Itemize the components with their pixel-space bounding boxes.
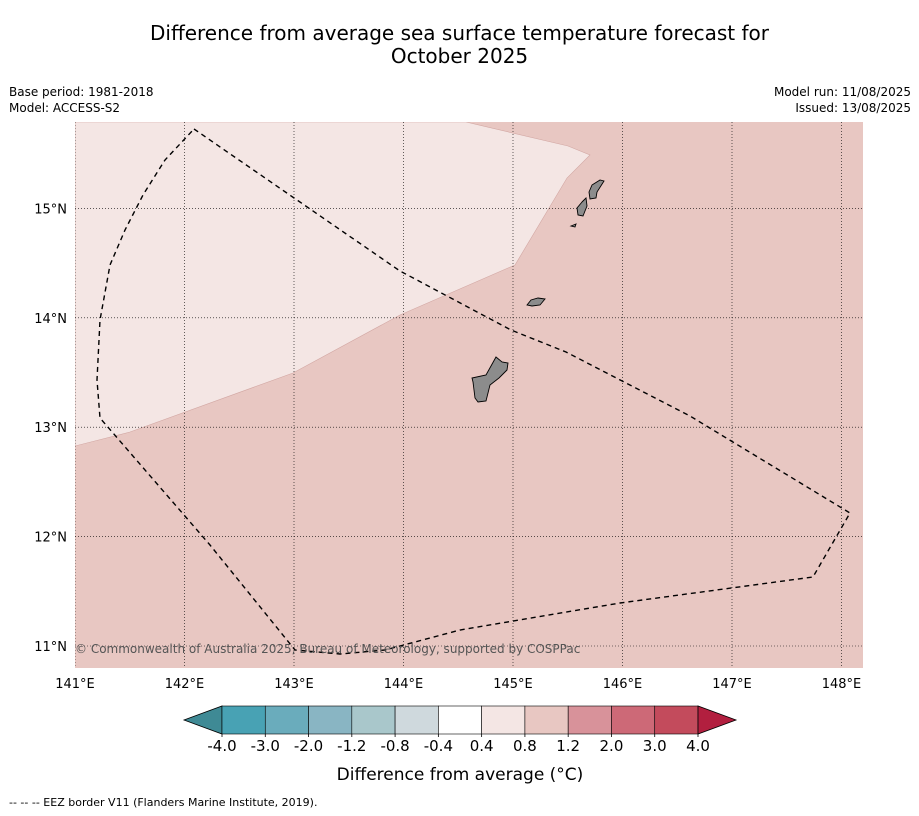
base-period: Base period: 1981-2018: [9, 85, 154, 99]
colorbar-box: [481, 705, 526, 735]
islands: [471, 179, 605, 403]
lon-tick-label: 141°E: [55, 677, 95, 692]
colorbar-tick-label: 1.2: [556, 737, 580, 755]
colorbar-tick-label: 0.4: [470, 737, 494, 755]
colorbar-box: [264, 705, 309, 735]
colorbar-tick-label: -4.0: [207, 737, 236, 755]
colorbar-label: Difference from average (°C): [337, 765, 584, 785]
title-line-2: October 2025: [390, 44, 529, 68]
lat-tick-label: 13°N: [34, 421, 67, 436]
island-saipan: [588, 179, 605, 200]
colorbar-tick-label: 3.0: [643, 737, 667, 755]
island-rota: [526, 297, 546, 307]
colorbar-box: [394, 705, 439, 735]
island-aguijan: [569, 223, 577, 228]
lon-tick-label: 146°E: [603, 677, 643, 692]
lon-tick-label: 145°E: [493, 677, 533, 692]
colorbar-over-arrow: [697, 705, 738, 735]
colorbar-box: [308, 705, 353, 735]
map: 141°E 142°E 143°E 144°E 145°E 146°E 147°E 148°E…: [34, 122, 863, 692]
axis-labels: 141°E 142°E 143°E 144°E 145°E 146°E 147°E 148°E…: [34, 202, 861, 692]
eez-legend: -- -- -- EEZ border V11 (Flanders Marine…: [9, 796, 318, 809]
colorbar-tick-label: -2.0: [294, 737, 323, 755]
colorbar-boxes: [221, 705, 699, 735]
model-name: Model: ACCESS-S2: [9, 101, 121, 115]
colorbar-tick-label: -0.8: [380, 737, 409, 755]
colorbar-tick-label: -0.4: [424, 737, 453, 755]
lat-tick-label: 15°N: [34, 202, 67, 217]
anomaly-region: [75, 122, 591, 447]
lon-tick-label: 147°E: [712, 677, 752, 692]
colorbar-box: [221, 705, 266, 735]
issued-date: Issued: 13/08/2025: [795, 101, 911, 115]
copyright: © Commonwealth of Australia 2025, Bureau…: [75, 642, 580, 656]
lon-tick-label: 142°E: [165, 677, 205, 692]
lon-tick-label: 143°E: [274, 677, 314, 692]
graticule: [75, 122, 863, 668]
meta-left: Base period: 1981-2018 Model: ACCESS-S2: [9, 84, 154, 116]
colorbar-box: [438, 705, 482, 735]
colorbar-tick-label: 4.0: [686, 737, 710, 755]
colorbar-box: [567, 705, 612, 735]
map-title: Difference from average sea surface temp…: [0, 22, 919, 68]
island-guam: [471, 356, 509, 403]
lat-tick-label: 14°N: [34, 312, 67, 327]
colorbar-tick-label: 2.0: [600, 737, 624, 755]
model-run: Model run: 11/08/2025: [773, 85, 911, 99]
title-line-1: Difference from average sea surface temp…: [149, 21, 769, 45]
colorbar-tick-label: -1.2: [337, 737, 366, 755]
lon-tick-label: 148°E: [822, 677, 862, 692]
meta-right: Model run: 11/08/2025 Issued: 13/08/2025: [774, 84, 911, 116]
colorbar-box: [611, 705, 656, 735]
colorbar-box: [654, 705, 699, 735]
lon-tick-label: 144°E: [384, 677, 424, 692]
eez-border: [96, 128, 851, 655]
colorbar-tick-label: -3.0: [251, 737, 280, 755]
island-tinian: [576, 197, 588, 217]
lat-tick-label: 11°N: [34, 640, 67, 655]
lat-tick-label: 12°N: [34, 531, 67, 546]
colorbar-tick-label: 0.8: [513, 737, 537, 755]
colorbar-under-arrow: [182, 705, 223, 735]
colorbar: -4.0 -3.0 -2.0 -1.2 -0.8 -0.4 0.4 0.8 1.2 2.0 3.0 4…: [182, 705, 738, 785]
colorbar-box: [351, 705, 396, 735]
colorbar-box: [524, 705, 569, 735]
colorbar-ticks: -4.0 -3.0 -2.0 -1.2 -0.8 -0.4 0.4 0.8 1.2 2.0 3.0 4…: [207, 734, 710, 755]
